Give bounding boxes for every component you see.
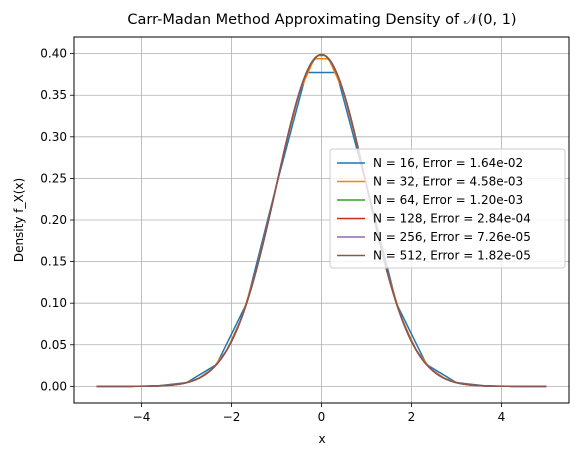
legend-entry: N = 16, Error = 1.64e-02 [373, 156, 523, 170]
y-tick-label: 0.20 [40, 213, 67, 227]
legend-entry: N = 256, Error = 7.26e-05 [373, 230, 531, 244]
x-tick-label: 2 [408, 410, 416, 424]
x-axis-label: x [318, 432, 325, 446]
y-tick-label: 0.15 [40, 255, 67, 269]
y-tick-label: 0.25 [40, 171, 67, 185]
x-axis: −4 −2 0 2 4 [133, 403, 506, 424]
y-tick-label: 0.35 [40, 88, 67, 102]
y-tick-label: 0.40 [40, 47, 67, 61]
y-tick-label: 0.10 [40, 296, 67, 310]
legend-box [329, 148, 566, 269]
legend-entry: N = 512, Error = 1.82e-05 [373, 249, 531, 263]
y-tick-label: 0.30 [40, 130, 67, 144]
y-axis-label: Density f_X(x) [12, 178, 26, 262]
x-tick-label: −2 [223, 410, 241, 424]
y-tick-label: 0.05 [40, 338, 67, 352]
legend-entry: N = 128, Error = 2.84e-04 [373, 212, 531, 226]
legend-entry: N = 32, Error = 4.58e-03 [373, 175, 523, 189]
y-tick-label: 0.00 [40, 379, 67, 393]
legend-entry: N = 64, Error = 1.20e-03 [373, 193, 523, 207]
x-tick-label: −4 [133, 410, 151, 424]
series-line [96, 53, 547, 388]
y-axis: 0.00 0.05 0.10 0.15 0.20 0.25 0.30 0.35 0.40 [40, 47, 74, 393]
x-tick-label: 4 [498, 410, 506, 424]
plot-lines [96, 53, 547, 388]
x-tick-label: 0 [318, 410, 326, 424]
chart-title: Carr-Madan Method Approximating Density … [127, 12, 516, 28]
legend: N = 16, Error = 1.64e-02 N = 32, Error = … [329, 148, 566, 269]
